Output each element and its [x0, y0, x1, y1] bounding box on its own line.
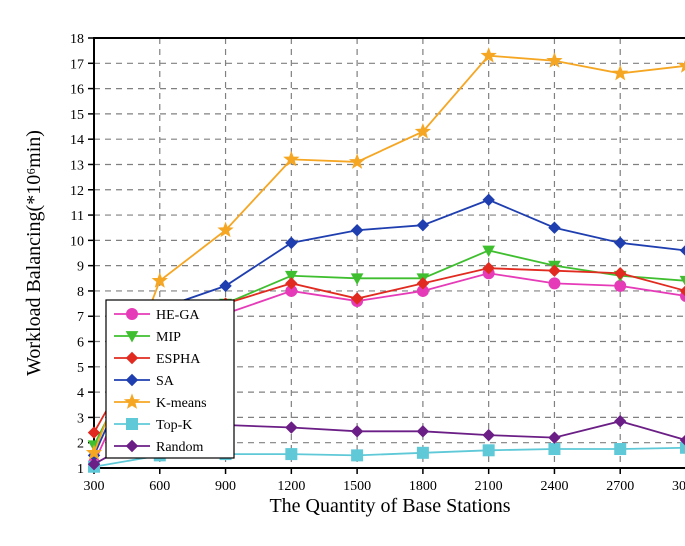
ytick-label: 12 — [70, 184, 84, 199]
xtick-label: 2700 — [606, 479, 634, 494]
xtick-label: 300 — [84, 479, 105, 494]
ytick-label: 16 — [70, 83, 84, 98]
ytick-label: 17 — [70, 57, 84, 72]
xtick-label: 1500 — [343, 479, 371, 494]
marker — [549, 278, 560, 289]
ytick-label: 5 — [77, 361, 84, 376]
ytick-label: 11 — [71, 209, 84, 224]
ytick-label: 4 — [77, 386, 84, 401]
xtick-label: 2400 — [540, 479, 568, 494]
ytick-label: 3 — [77, 411, 84, 426]
marker — [286, 449, 297, 460]
ytick-label: 7 — [77, 310, 84, 325]
xtick-label: 900 — [215, 479, 236, 494]
xtick-label: 600 — [149, 479, 170, 494]
legend-label: ESPHA — [156, 352, 201, 367]
marker — [417, 447, 428, 458]
marker — [352, 450, 363, 461]
ytick-label: 14 — [70, 133, 84, 148]
marker — [127, 419, 138, 430]
legend-label: K-means — [156, 396, 207, 411]
marker — [549, 444, 560, 455]
ytick-label: 2 — [77, 437, 84, 452]
legend-label: HE-GA — [156, 308, 200, 323]
xlabel: The Quantity of Base Stations — [269, 495, 510, 517]
legend-label: MIP — [156, 330, 181, 345]
marker — [127, 309, 138, 320]
marker — [615, 444, 626, 455]
ytick-label: 8 — [77, 285, 84, 300]
xtick-label: 1800 — [409, 479, 437, 494]
ytick-label: 18 — [70, 32, 84, 47]
ytick-label: 6 — [77, 336, 84, 351]
legend-label: SA — [156, 374, 175, 389]
xtick-label: 3000 — [672, 479, 685, 494]
ytick-label: 13 — [70, 158, 84, 173]
ylabel: Workload Balancing(*10⁶min) — [23, 130, 45, 376]
ytick-label: 10 — [70, 234, 84, 249]
legend-label: Top-K — [156, 418, 192, 433]
marker — [483, 445, 494, 456]
workload-chart: 3006009001200150018002100240027003000123… — [20, 20, 685, 526]
ytick-label: 9 — [77, 260, 84, 275]
legend-label: Random — [156, 440, 204, 455]
ytick-label: 1 — [77, 462, 84, 477]
xtick-label: 2100 — [475, 479, 503, 494]
ytick-label: 15 — [70, 108, 84, 123]
chart-svg: 3006009001200150018002100240027003000123… — [20, 20, 685, 526]
xtick-label: 1200 — [277, 479, 305, 494]
